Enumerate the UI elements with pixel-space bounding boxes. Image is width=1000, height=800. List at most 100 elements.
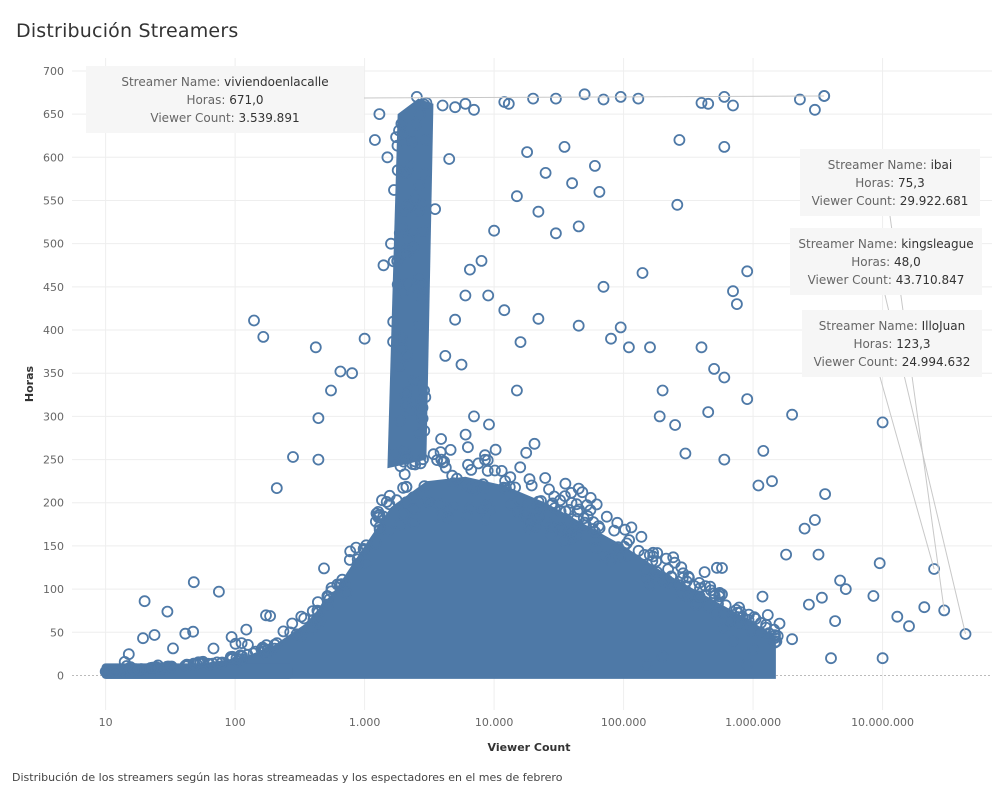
leader-line	[879, 376, 935, 570]
data-point	[550, 92, 562, 105]
cluster-edge-point	[478, 481, 491, 494]
data-point	[731, 298, 743, 311]
ridge-point	[396, 286, 409, 299]
tooltip-row: Horas: 671,0	[186, 93, 263, 107]
ridge-point	[417, 453, 429, 466]
cluster-edge-point	[512, 506, 525, 519]
highlighted-point	[928, 563, 940, 575]
data-point	[572, 319, 585, 332]
tooltip-box	[802, 310, 982, 377]
ridge-point	[416, 225, 429, 238]
data-point	[761, 609, 774, 621]
data-point	[752, 479, 765, 492]
cluster-edge-point	[369, 537, 382, 550]
cluster-edge-point	[351, 553, 364, 566]
cluster-edge-point	[137, 632, 149, 645]
cluster-edge-point	[407, 516, 420, 529]
data-point	[449, 313, 462, 326]
data-point	[673, 134, 686, 146]
data-point	[718, 371, 731, 384]
cluster-edge-point	[618, 540, 631, 553]
ridge-point	[401, 248, 414, 261]
data-point	[718, 140, 731, 153]
cluster-edge-point	[554, 505, 567, 518]
cluster-edge-point	[712, 597, 724, 610]
data-point	[786, 408, 798, 421]
data-point	[532, 312, 545, 325]
cluster-edge-point	[592, 520, 605, 532]
ridge-point	[418, 384, 431, 397]
cluster-edge-point	[688, 580, 701, 592]
cluster-edge-point	[441, 511, 454, 524]
cluster-edge-point	[439, 461, 452, 474]
y-tick-label: 500	[43, 238, 64, 251]
cluster-edge-point	[520, 446, 533, 459]
data-point	[187, 576, 200, 589]
data-point	[455, 358, 468, 371]
cluster-edge-point	[394, 518, 407, 531]
data-point	[373, 108, 386, 120]
y-tick-label: 150	[43, 540, 64, 553]
y-axis-title: Horas	[23, 365, 36, 402]
ridge-point	[395, 117, 408, 130]
y-tick-label: 550	[43, 194, 64, 207]
cluster-edge-point	[523, 473, 536, 486]
data-point	[312, 412, 325, 425]
ridge-point	[400, 349, 413, 362]
cluster-edge-point	[532, 504, 545, 517]
chart-caption: Distribución de los streamers según las …	[12, 771, 563, 784]
y-tick-label: 400	[43, 324, 64, 337]
dense-point-region	[105, 476, 776, 679]
ridge-point	[419, 391, 432, 404]
data-point	[161, 605, 174, 618]
highlighted-point	[959, 628, 972, 640]
data-point	[780, 548, 792, 561]
cluster-edge-point	[461, 441, 474, 454]
data-point	[514, 336, 527, 349]
data-point	[702, 406, 715, 419]
ridge-point	[395, 221, 408, 234]
cluster-edge-point	[420, 495, 433, 508]
data-point	[449, 101, 462, 114]
tooltip-row: Horas: 48,0	[851, 255, 920, 269]
ridge-point	[398, 444, 411, 457]
ridge-point	[412, 319, 425, 332]
cluster-edge-point	[698, 566, 711, 578]
cluster-edge-point	[465, 481, 478, 494]
tooltip-field-label: Horas:	[186, 93, 229, 107]
cluster-edge-point	[235, 653, 248, 666]
data-point	[656, 384, 669, 397]
cluster-edge-point	[532, 495, 545, 508]
cluster-edge-point	[344, 545, 357, 558]
cluster-edge-point	[632, 544, 645, 557]
cluster-edge-point	[397, 508, 410, 520]
chart-title: Distribución Streamers	[16, 20, 239, 42]
y-tick-label: 200	[43, 497, 64, 510]
cluster-edge-point	[682, 570, 695, 583]
data-point	[420, 134, 433, 146]
ridge-point	[391, 139, 404, 152]
data-point	[819, 488, 831, 501]
cluster-edge-point	[565, 533, 577, 545]
highlighted-point	[938, 604, 951, 617]
tooltip-box	[800, 149, 980, 216]
cluster-edge-point	[127, 663, 140, 676]
tooltip-field-value: kingsleague	[901, 237, 973, 251]
x-tick-label: 1.000	[349, 716, 381, 729]
cluster-edge-point	[132, 663, 145, 676]
data-point	[475, 254, 488, 267]
data-point	[727, 635, 739, 647]
x-tick-label: 10	[99, 716, 113, 729]
cluster-edge-point	[312, 606, 325, 619]
cluster-edge-point	[760, 621, 772, 634]
cluster-edge-point	[260, 609, 272, 622]
cluster-edge-point	[107, 665, 120, 677]
cluster-edge-point	[572, 482, 585, 495]
data-point	[614, 321, 627, 334]
cluster-edge-point	[125, 664, 138, 677]
cluster-edge-point	[488, 464, 501, 477]
data-point	[436, 99, 449, 112]
data-point	[439, 349, 452, 362]
cluster-edge-point	[284, 626, 297, 639]
